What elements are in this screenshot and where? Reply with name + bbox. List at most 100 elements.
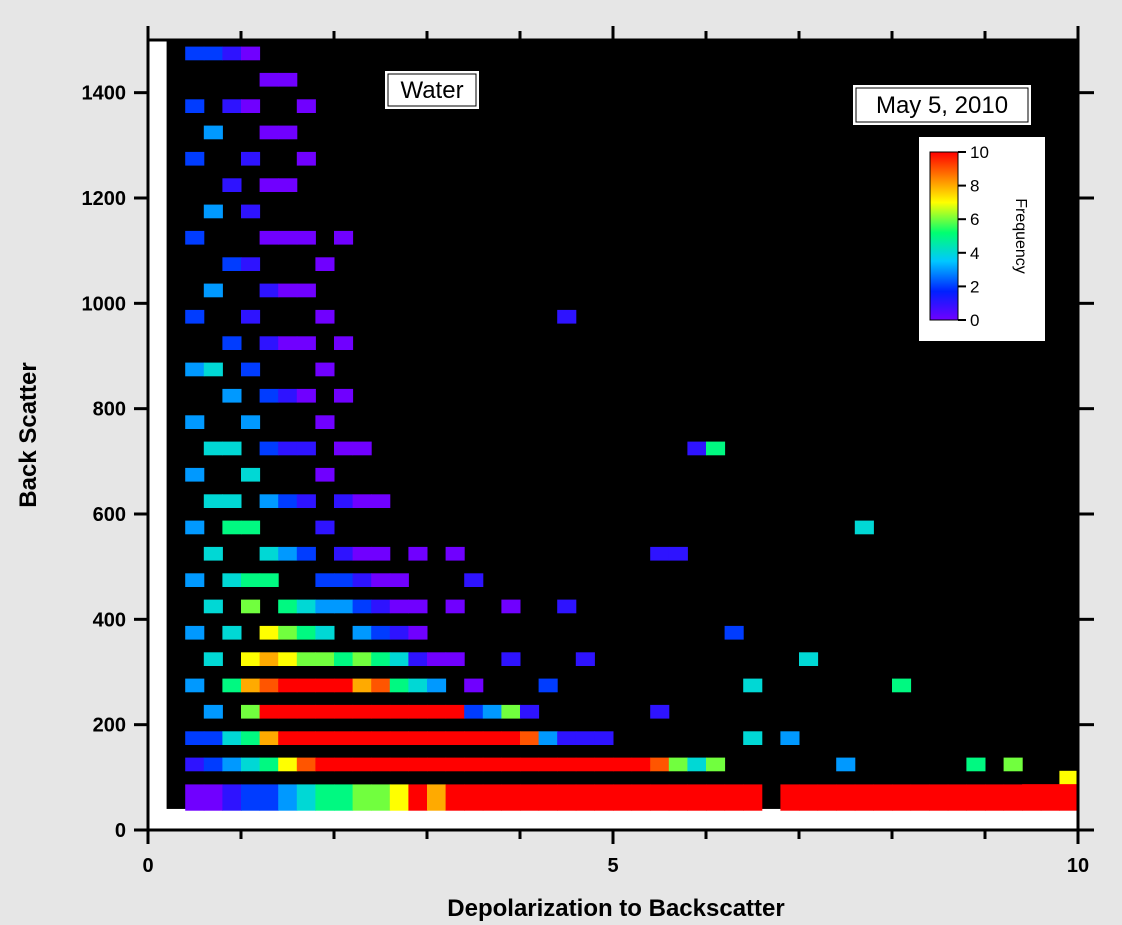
heatmap-cell bbox=[203, 652, 223, 666]
heatmap-cell bbox=[278, 494, 298, 508]
heatmap-cell bbox=[538, 731, 558, 745]
heatmap-cell bbox=[185, 731, 205, 745]
y-tick-label: 400 bbox=[93, 609, 126, 631]
annotation-date: May 5, 2010 bbox=[851, 83, 1033, 127]
heatmap-cell bbox=[799, 784, 819, 811]
heatmap-cell bbox=[203, 784, 223, 811]
heatmap-cell bbox=[296, 625, 316, 640]
heatmap-cell bbox=[241, 204, 261, 219]
heatmap-cell bbox=[873, 784, 893, 811]
heatmap-cell bbox=[501, 784, 521, 811]
heatmap-cell bbox=[222, 573, 242, 587]
heatmap-cell bbox=[241, 309, 261, 324]
heatmap-cell bbox=[538, 784, 558, 811]
heatmap-cell bbox=[259, 678, 279, 693]
heatmap-cell bbox=[743, 731, 763, 745]
heatmap-cell bbox=[296, 731, 316, 745]
heatmap-cell bbox=[371, 731, 391, 745]
heatmap-cell bbox=[315, 784, 335, 811]
heatmap-cell bbox=[185, 467, 205, 482]
heatmap-cell bbox=[296, 599, 316, 614]
y-axis-label: Back Scatter bbox=[15, 362, 42, 507]
heatmap-cell bbox=[185, 625, 205, 640]
heatmap-cell bbox=[892, 678, 912, 693]
heatmap-cell bbox=[222, 731, 242, 745]
heatmap-cell bbox=[259, 731, 279, 745]
heatmap-cell bbox=[259, 704, 279, 719]
heatmap-cell bbox=[613, 784, 633, 811]
y-tick-label: 1200 bbox=[82, 188, 127, 210]
heatmap-cell bbox=[241, 520, 261, 535]
heatmap-cell bbox=[501, 731, 521, 745]
heatmap-cell bbox=[352, 441, 372, 456]
heatmap-cell bbox=[203, 599, 223, 614]
heatmap-cell bbox=[836, 757, 856, 772]
heatmap-cell bbox=[241, 573, 261, 587]
y-tick-label: 200 bbox=[93, 715, 126, 737]
heatmap-cell bbox=[315, 520, 335, 535]
heatmap-cell bbox=[185, 678, 205, 693]
heatmap-cell bbox=[222, 625, 242, 640]
heatmap-cell bbox=[501, 652, 521, 666]
heatmap-cell bbox=[203, 283, 223, 298]
heatmap-cell bbox=[241, 757, 261, 772]
heatmap-cell bbox=[427, 704, 447, 719]
heatmap-cell bbox=[203, 441, 223, 456]
heatmap-cell bbox=[334, 546, 354, 561]
heatmap-cell bbox=[203, 546, 223, 561]
heatmap-cell bbox=[185, 573, 205, 587]
heatmap-cell bbox=[296, 151, 316, 166]
heatmap-cell bbox=[594, 784, 614, 811]
heatmap-cell bbox=[334, 784, 354, 811]
heatmap-cell bbox=[296, 757, 316, 772]
heatmap-cell bbox=[892, 784, 912, 811]
heatmap-cell bbox=[668, 757, 688, 772]
y-tick-label: 600 bbox=[93, 504, 126, 526]
heatmap-cell bbox=[241, 46, 261, 61]
heatmap-cell bbox=[185, 415, 205, 429]
heatmap-cell bbox=[389, 757, 409, 772]
heatmap-cell bbox=[408, 625, 428, 640]
heatmap-cell bbox=[408, 757, 428, 772]
heatmap-cell bbox=[334, 652, 354, 666]
heatmap-cell bbox=[371, 494, 391, 508]
heatmap-cell bbox=[687, 757, 707, 772]
heatmap-cell bbox=[724, 784, 744, 811]
heatmap-cell bbox=[464, 573, 484, 587]
heatmap-cell bbox=[315, 678, 335, 693]
heatmap-cell bbox=[278, 546, 298, 561]
heatmap-cell bbox=[371, 757, 391, 772]
colorbar-tick-label: 0 bbox=[970, 311, 979, 330]
heatmap-cell bbox=[278, 678, 298, 693]
heatmap-cell bbox=[929, 784, 949, 811]
heatmap-cell bbox=[780, 731, 800, 745]
heatmap-cell bbox=[259, 230, 279, 245]
heatmap-cell bbox=[334, 731, 354, 745]
heatmap-cell bbox=[334, 599, 354, 614]
heatmap-cell bbox=[334, 230, 354, 245]
heatmap-cell bbox=[185, 757, 205, 772]
heatmap-cell bbox=[631, 757, 651, 772]
heatmap-cell bbox=[389, 704, 409, 719]
heatmap-cell bbox=[1059, 770, 1079, 785]
heatmap-cell bbox=[687, 784, 707, 811]
heatmap-cell bbox=[482, 704, 502, 719]
heatmap-cell bbox=[241, 731, 261, 745]
heatmap-cell bbox=[706, 757, 726, 772]
heatmap-cell bbox=[482, 757, 502, 772]
heatmap-cell bbox=[575, 731, 595, 745]
heatmap-cell bbox=[296, 546, 316, 561]
heatmap-cell bbox=[185, 46, 205, 61]
heatmap-cell bbox=[222, 784, 242, 811]
heatmap-cell bbox=[315, 573, 335, 587]
heatmap-cell bbox=[185, 151, 205, 166]
heatmap-cell bbox=[222, 494, 242, 508]
heatmap-cell bbox=[371, 625, 391, 640]
heatmap-cell bbox=[203, 704, 223, 719]
heatmap-cell bbox=[222, 99, 242, 113]
heatmap-cell bbox=[278, 72, 298, 87]
heatmap-cell bbox=[278, 336, 298, 350]
heatmap-cell bbox=[315, 704, 335, 719]
heatmap-cell bbox=[241, 652, 261, 666]
heatmap-cell bbox=[315, 757, 335, 772]
